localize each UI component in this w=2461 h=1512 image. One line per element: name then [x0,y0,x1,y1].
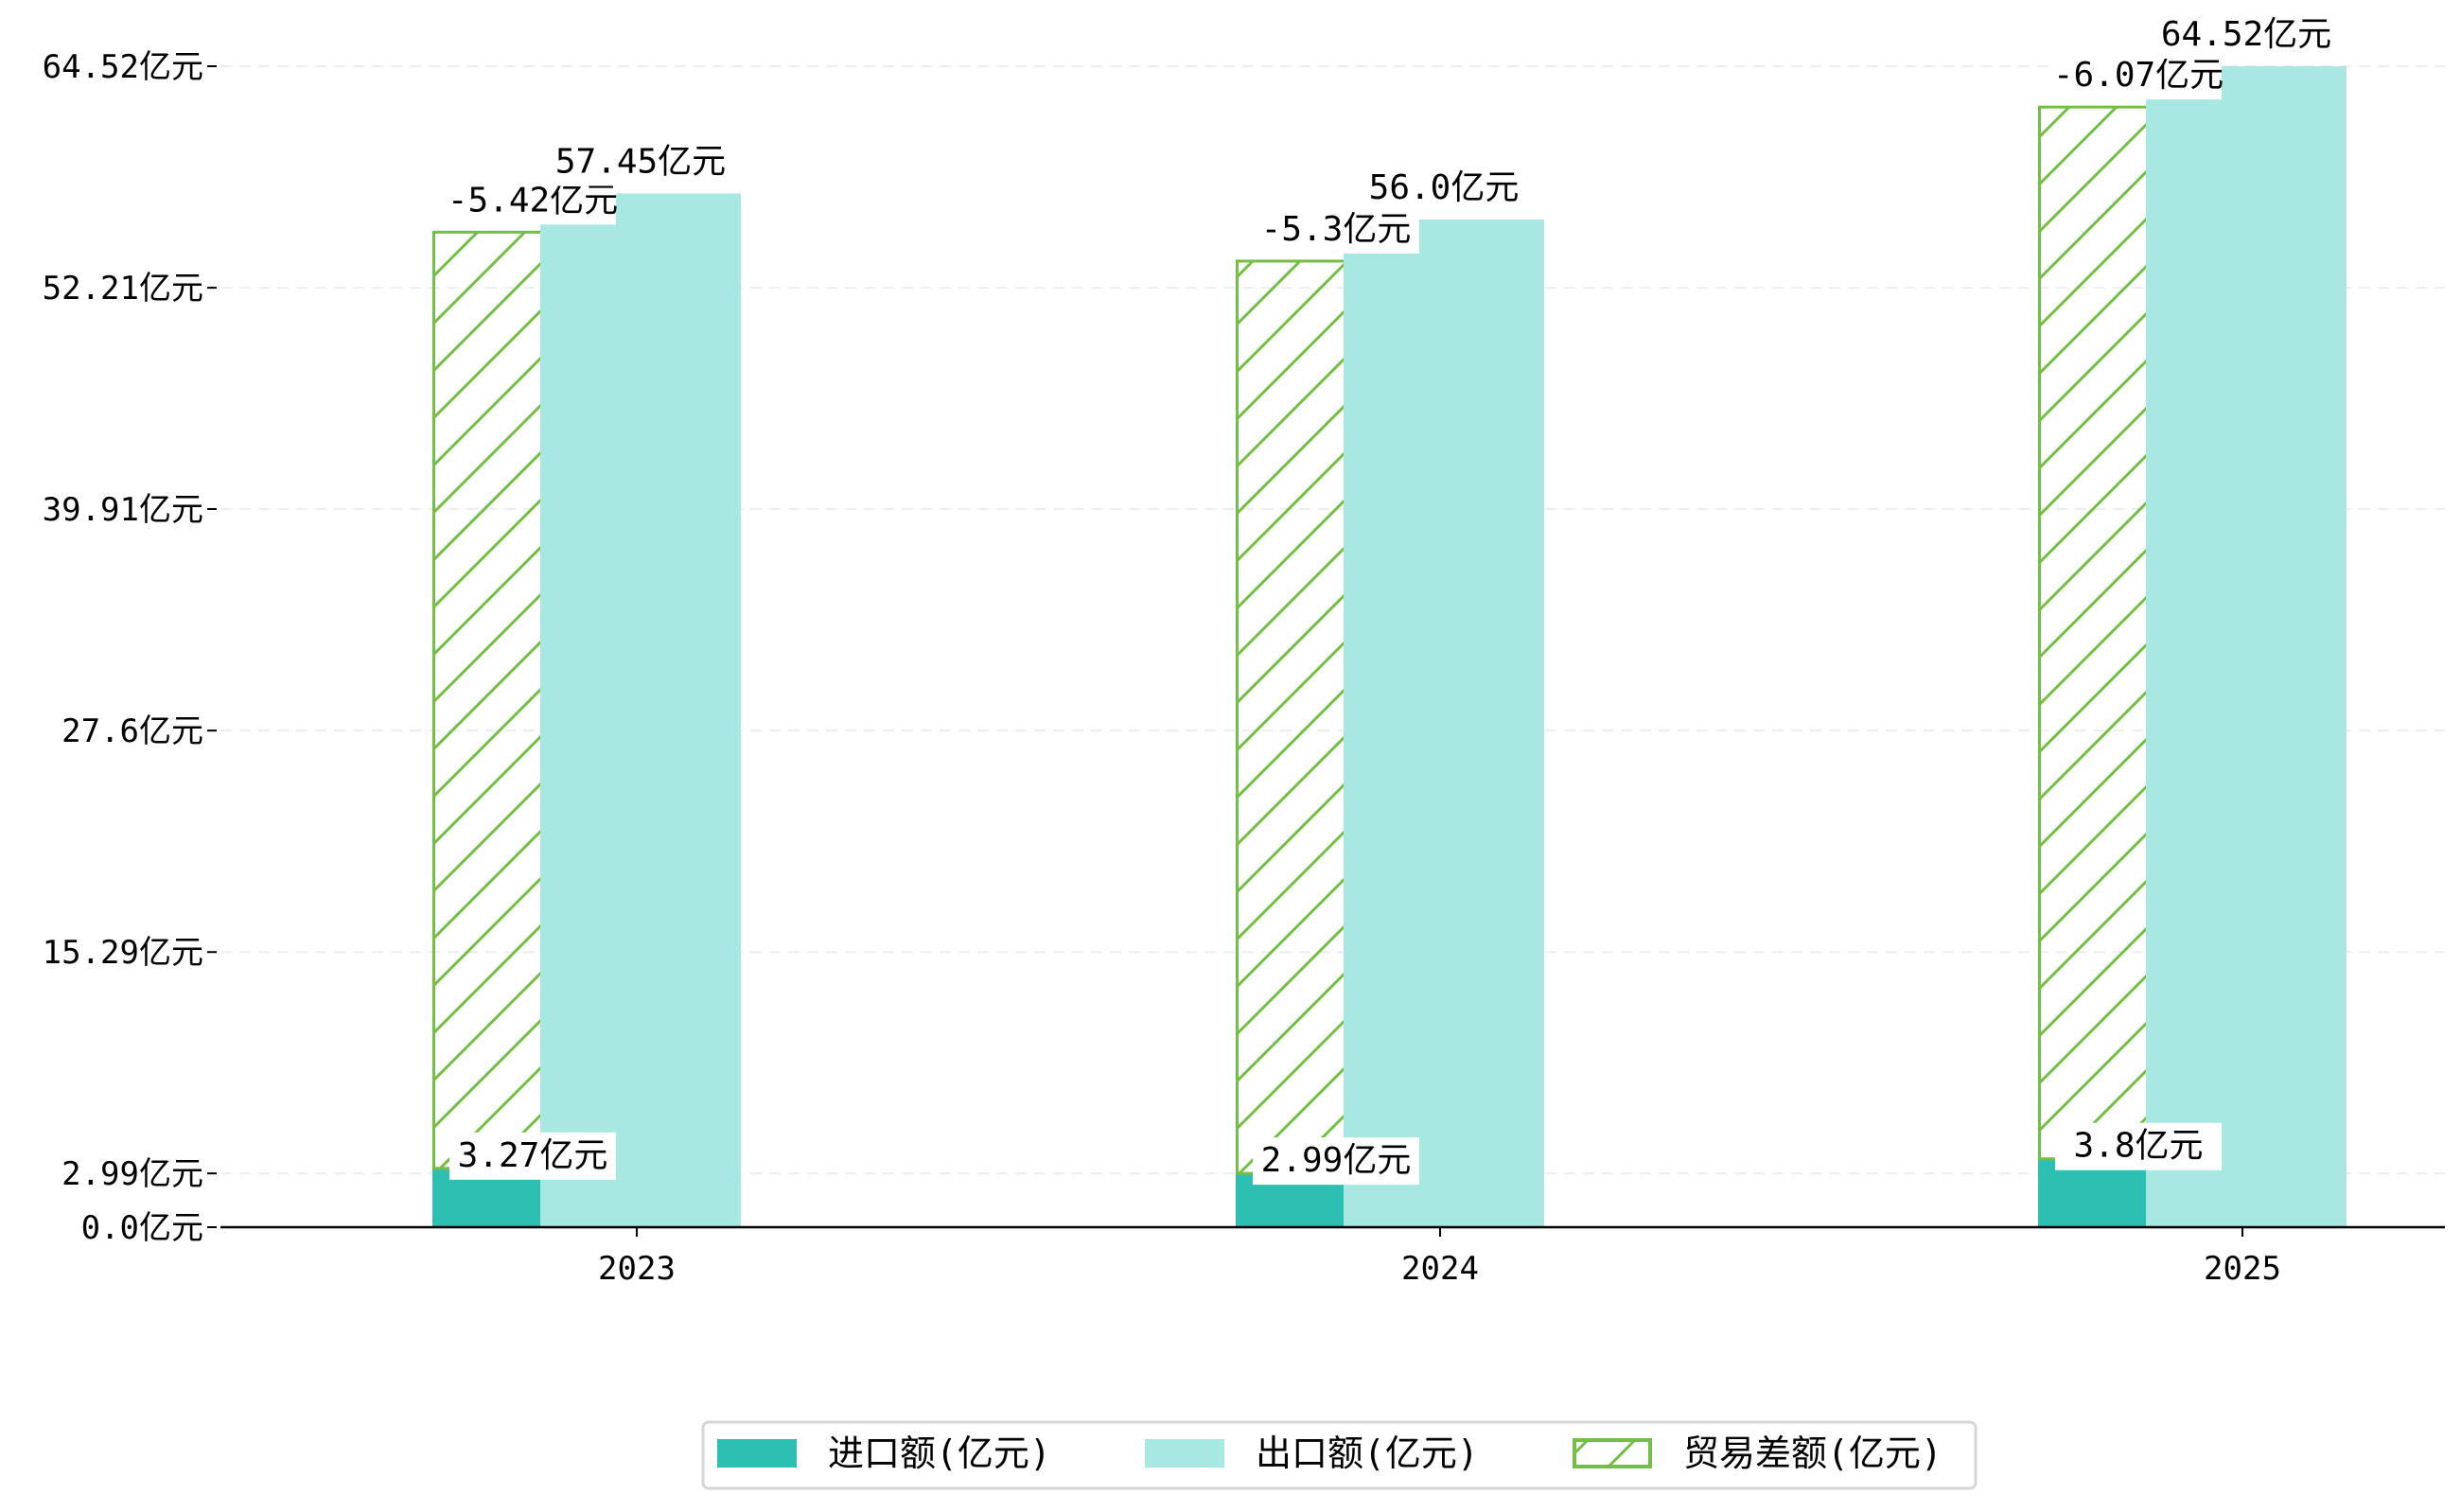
export-bar [2146,66,2347,1227]
y-tick-label: 52.21亿元 [43,270,203,308]
trade-balance-value-label: -5.3亿元 [1261,210,1412,249]
y-tick-label: 15.29亿元 [43,934,203,972]
axes: 0.0亿元 2.99亿元 15.29亿元 27.6亿元 39.91亿元 52.21亿元 64… [43,48,2445,1288]
y-tick-label: 64.52亿元 [43,48,203,86]
y-tick-label: 0.0亿元 [81,1209,203,1247]
export-value-label: 64.52亿元 [2161,15,2331,54]
import-value-label: 3.8亿元 [2073,1127,2203,1166]
import-value-label-bg [1253,1137,1419,1186]
legend: 进口额(亿元) 出口额(亿元) 贸易差额(亿元) [701,1420,1978,1490]
legend-export-swatch [1145,1439,1224,1468]
y-tick-label: 39.91亿元 [43,491,203,529]
trade-balance-value-label: -6.07亿元 [2053,56,2224,95]
export-value-label-bg [2163,11,2329,59]
x-tick-label: 2023 [598,1250,676,1288]
bars [432,66,2347,1228]
import-value-label-bg [2055,1122,2222,1170]
trade-balance-value-label-bg [2055,52,2222,100]
export-value-label-bg [557,138,724,186]
legend-import-swatch [717,1439,797,1468]
legend-trade-balance-swatch [1573,1438,1652,1468]
export-value-label: 56.0亿元 [1369,168,1520,207]
trade-balance-value-label-bg [1253,205,1419,254]
export-value-label: 57.45亿元 [555,142,726,181]
trade-balance-value-label: -5.42亿元 [448,181,618,220]
export-bar [1344,220,1544,1228]
x-tick-label: 2025 [2204,1250,2281,1288]
import-value-label: 2.99亿元 [1261,1141,1412,1180]
x-tick-label: 2024 [1401,1250,1479,1288]
y-tick-label: 27.6亿元 [62,712,203,750]
legend-export-label: 出口额(亿元) [1256,1433,1479,1474]
legend-import-label: 进口额(亿元) [828,1433,1051,1474]
export-bar [540,193,741,1227]
import-value-label: 3.27亿元 [458,1136,608,1175]
import-value-label-bg [449,1132,616,1180]
legend-trade-balance-label: 贸易差额(亿元) [1683,1433,1942,1474]
y-tick-label: 2.99亿元 [62,1155,203,1193]
export-value-label-bg [1361,165,1527,213]
legend-box [701,1420,1978,1490]
